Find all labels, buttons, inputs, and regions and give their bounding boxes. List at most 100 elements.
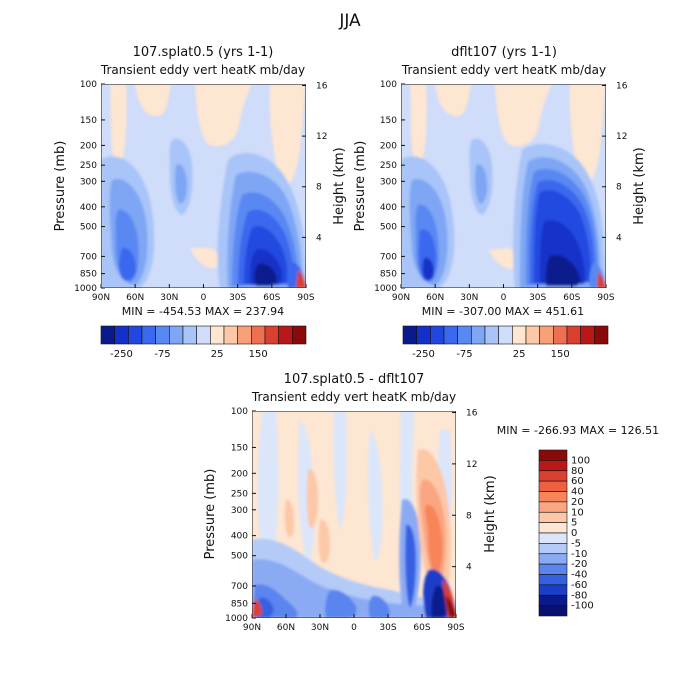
legend-level-label: -80 (571, 590, 587, 601)
panel-3: 107.splat0.5 - dflt107 Transient eddy ve… (203, 372, 659, 633)
legend-level-label: -5 (571, 538, 581, 549)
legend-swatch (538, 574, 568, 586)
colorbar-2-swatch (498, 325, 513, 345)
panel-3-field (252, 411, 456, 618)
panel-2-field (401, 84, 606, 288)
panel-2-title: dflt107 (yrs 1-1) (451, 45, 557, 60)
panel-2-y2-label: Height (km) (632, 147, 647, 224)
panel-2-y2-tick-label: 8 (616, 183, 622, 193)
legend-swatch (538, 460, 568, 472)
legend-level-label: -10 (571, 549, 587, 560)
colorbar-1-swatch (292, 325, 307, 345)
panel-3-y-tick-label: 850 (231, 599, 248, 609)
legend-swatch (538, 605, 568, 617)
colorbar-1-swatch (237, 325, 252, 345)
legend-level-label: 100 (571, 455, 590, 466)
panel-3-y-tick-label: 500 (231, 552, 248, 562)
panel-1-x-tick-label: 0 (201, 293, 207, 303)
legend-swatch (538, 563, 568, 575)
panel-1-x-tick-label: 60S (263, 293, 280, 303)
panel-2-y-tick-label: 100 (380, 80, 397, 90)
panel-1-y-tick-label: 700 (80, 252, 97, 262)
colorbar-2-swatch (512, 325, 527, 345)
panel-2-x-tick-label: 90S (597, 293, 614, 303)
panel-3-y2-tick-label: 8 (466, 511, 472, 521)
colorbar-1-swatch (223, 325, 238, 345)
colorbar-1-tick-label: 25 (211, 349, 224, 360)
panel-3-y-tick-label: 400 (231, 532, 248, 542)
figure-title: JJA (338, 11, 361, 31)
panel-1-y-tick-label: 1000 (74, 284, 97, 294)
panel-1: 107.splat0.5 (yrs 1-1) Transient eddy ve… (53, 45, 347, 360)
panel-3-y2-tick-label: 12 (466, 460, 477, 470)
legend-level-label: -40 (571, 570, 587, 581)
colorbar-2-swatch (566, 325, 581, 345)
panel-1-y-tick-label: 500 (80, 223, 97, 233)
legend-level-label: 80 (571, 466, 584, 477)
colorbar-2-swatch (416, 325, 431, 345)
legend-swatch (538, 522, 568, 534)
colorbar-2-swatch (553, 325, 568, 345)
colorbar-1-swatch (141, 325, 156, 345)
panel-1-subtitle: Transient eddy vert heatK mb/day (100, 63, 305, 77)
colorbar-2-swatch (457, 325, 472, 345)
panel-3-y-tick-label: 250 (231, 489, 248, 499)
legend-level-label: 40 (571, 487, 584, 498)
panel-2-x-tick-label: 60S (563, 293, 580, 303)
panel-3-y-tick-label: 300 (231, 506, 248, 516)
panel-1-y-tick-label: 100 (80, 80, 97, 90)
panel-2-y-tick-label: 700 (380, 252, 397, 262)
legend-swatch (538, 501, 568, 513)
panel-3-title: 107.splat0.5 - dflt107 (284, 372, 425, 387)
legend-swatch (538, 532, 568, 544)
panel-2-colorbar: -250 -75 25 150 (402, 325, 609, 360)
panel-1-x-tick-label: 30S (229, 293, 246, 303)
colorbar-1-swatch (128, 325, 143, 345)
colorbar-2-swatch (484, 325, 499, 345)
colorbar-1-swatch (100, 325, 115, 345)
colorbar-2-swatch (525, 325, 540, 345)
colorbar-2-swatch (443, 325, 458, 345)
legend-level-label: 20 (571, 497, 584, 508)
panel-1-y-label: Pressure (mb) (53, 141, 68, 232)
panel-1-x-tick-label: 30N (160, 293, 178, 303)
panel-2-y-tick-label: 200 (380, 141, 397, 151)
panel-2-y-tick-label: 300 (380, 177, 397, 187)
panel-2-x-tick-label: 60N (426, 293, 444, 303)
legend-swatch (538, 449, 568, 461)
legend-level-label: 10 (571, 507, 584, 518)
legend-swatch (538, 553, 568, 565)
panel-2-y-label: Pressure (mb) (353, 141, 368, 232)
colorbar-2-swatch (580, 325, 595, 345)
panel-3-y-tick-label: 1000 (225, 614, 248, 624)
legend-level-label: 0 (571, 528, 577, 539)
colorbar-2-tick-label: -75 (456, 349, 472, 360)
colorbar-1-swatch (169, 325, 184, 345)
panel-1-x-tick-label: 90S (297, 293, 314, 303)
panel-2-subtitle: Transient eddy vert heatK mb/day (401, 63, 606, 77)
panel-1-y-tick-label: 850 (80, 270, 97, 280)
panel-1-y-tick-label: 150 (80, 116, 97, 126)
panel-1-x-tick-label: 60N (126, 293, 144, 303)
panel-2-y2-tick-label: 4 (616, 233, 622, 243)
panel-3-x-tick-label: 0 (351, 623, 357, 633)
panel-2-x-tick-label: 90N (392, 293, 410, 303)
panel-2-y-tick-label: 150 (380, 116, 397, 126)
legend-swatch (538, 491, 568, 503)
colorbar-2-swatch (402, 325, 417, 345)
legend-swatch (538, 584, 568, 596)
colorbar-1-tick-label: -250 (110, 349, 133, 360)
panel-3-x-tick-label: 60N (277, 623, 295, 633)
colorbar-1-swatch (264, 325, 279, 345)
colorbar-1-tick-label: -75 (154, 349, 170, 360)
colorbar-2-tick-label: 25 (513, 349, 526, 360)
colorbar-1-swatch (182, 325, 197, 345)
panel-3-x-tick-label: 60S (413, 623, 430, 633)
colorbar-2-swatch (539, 325, 554, 345)
legend-level-label: -20 (571, 559, 587, 570)
panel-2-x-tick-label: 0 (501, 293, 507, 303)
panel-1-y2-label: Height (km) (332, 147, 347, 224)
colorbar-1-swatch (155, 325, 170, 345)
